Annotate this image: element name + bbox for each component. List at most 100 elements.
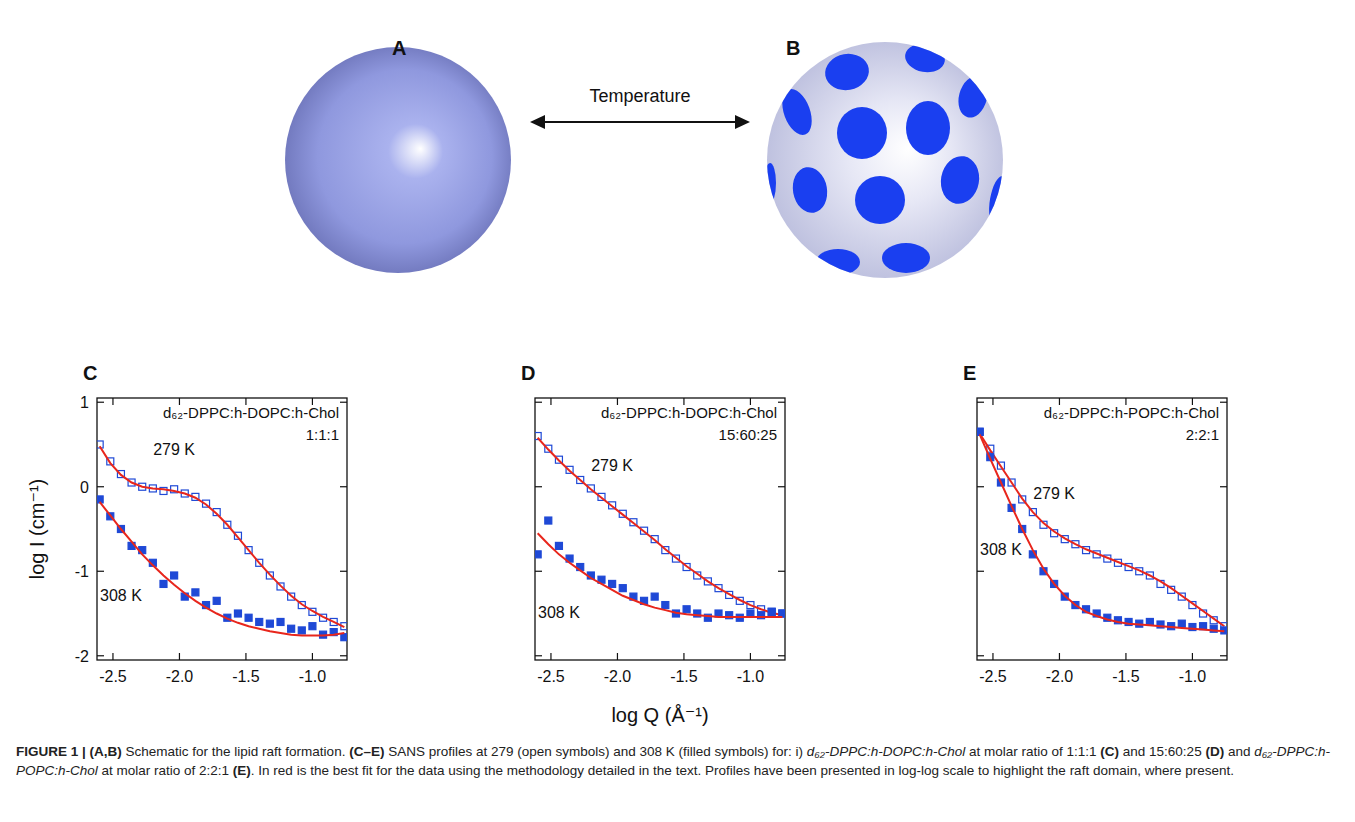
series-label: 279 K [1033,485,1075,502]
filled-marker [683,606,690,613]
filled-marker [555,542,562,549]
y-tick [97,571,104,572]
caption-text: at molar ratio of 1:1:1 [965,744,1100,759]
x-tick-label: -1.5 [670,668,698,685]
x-tick [617,653,618,660]
y-tick [97,486,104,487]
caption: FIGURE 1 | (A,B) Schematic for the lipid… [16,742,1336,780]
filled-marker [160,580,167,587]
filled-marker [171,572,178,579]
raft [816,249,860,275]
x-tick [1125,653,1126,660]
y-tick [340,571,347,572]
y-tick [1220,571,1227,572]
y-tick [1220,655,1227,656]
panel-title: d₆₂-DPPC:h-POPC:h-Chol [1044,404,1219,421]
x-tick-label: -1.0 [737,668,765,685]
x-tick [1059,653,1060,660]
y-tick [340,655,347,656]
y-tick-label: -2 [75,648,89,665]
y-tick [535,571,542,572]
caption-text: SANS profiles at 279 (open symbols) and … [384,744,806,759]
y-tick [977,486,984,487]
x-tick [992,653,993,660]
filled-marker [535,551,541,558]
plot-frame [977,398,1227,660]
filled-marker [256,618,263,625]
panel-title: d₆₂-DPPC:h-DOPC:h-Chol [163,404,339,421]
y-tick [977,402,984,403]
x-tick-label: -1.5 [1112,668,1140,685]
y-tick [97,402,104,403]
panel: -2.5-2.0-1.5-1.0279 K308 Kd₆₂-DPPC:h-DOP… [521,362,786,726]
raft-domains [764,41,1010,275]
panel: -2.5-2.0-1.5-1.010-1-2279 K308 Kd₆₂-DPPC… [26,362,348,685]
filled-marker [1178,620,1185,627]
y-tick [778,655,785,656]
y-tick [977,571,984,572]
y-axis-title: log I (cm⁻¹) [26,479,48,580]
y-tick [535,486,542,487]
y-tick-label: -1 [75,563,89,580]
raft [986,175,1010,225]
figure: ABTemperature-2.5-2.0-1.5-1.010-1-2279 K… [0,0,1355,822]
filled-marker [545,517,552,524]
panel-subtitle: 2:2:1 [1186,426,1219,443]
panel-letter: C [83,362,97,384]
raft [764,163,776,203]
raft [906,101,950,155]
y-tick-label: 1 [80,394,89,411]
fit-line [100,502,345,636]
caption-text: (C) [1100,744,1119,759]
filled-marker [245,614,252,621]
y-tick [778,486,785,487]
series-label: 279 K [153,441,195,458]
series-label: 308 K [980,541,1022,558]
x-tick [312,653,313,660]
fit-line [980,434,1225,627]
sphere-homogeneous [285,47,511,273]
filled-marker [309,623,316,630]
x-tick-label: -1.5 [232,668,260,685]
y-tick [977,655,984,656]
panel-subtitle: 15:60:25 [719,426,777,443]
y-tick [535,402,542,403]
y-tick [97,655,104,656]
raft [903,41,947,76]
x-tick [750,653,751,660]
panel-title: d₆₂-DPPC:h-DOPC:h-Chol [601,404,777,421]
x-tick [550,398,551,405]
raft [937,153,983,207]
caption-text: . In red is the best fit for the data us… [251,763,1234,778]
panel-letter: A [392,37,406,59]
series-label: 308 K [100,587,142,604]
filled-marker [609,580,616,587]
raft [882,243,930,273]
y-tick [340,486,347,487]
x-tick-label: -2.5 [979,668,1007,685]
panel: -2.5-2.0-1.5-1.0279 K308 Kd₆₂-DPPC:h-POP… [963,362,1228,685]
x-tick [550,653,551,660]
sphere-rafts [767,42,1003,278]
y-tick [535,655,542,656]
x-tick [179,653,180,660]
x-tick-label: -2.0 [166,668,194,685]
raft [777,85,818,139]
filled-marker [651,593,658,600]
plot-marks [977,428,1227,634]
raft [837,107,887,159]
caption-text: (C–E) [349,744,384,759]
open-marker [768,608,775,615]
arrow-label: Temperature [589,86,690,106]
y-tick [340,402,347,403]
caption-text: at molar ratio of 2:2:1 [98,763,233,778]
filled-marker [213,597,220,604]
plot-frame [97,398,347,660]
x-tick-label: -2.5 [99,668,127,685]
raft [855,176,905,224]
plot-marks [97,441,347,641]
caption-text: and [1224,744,1254,759]
x-tick [112,398,113,405]
x-tick-label: -2.0 [604,668,632,685]
panel-subtitle: 1:1:1 [306,426,339,443]
